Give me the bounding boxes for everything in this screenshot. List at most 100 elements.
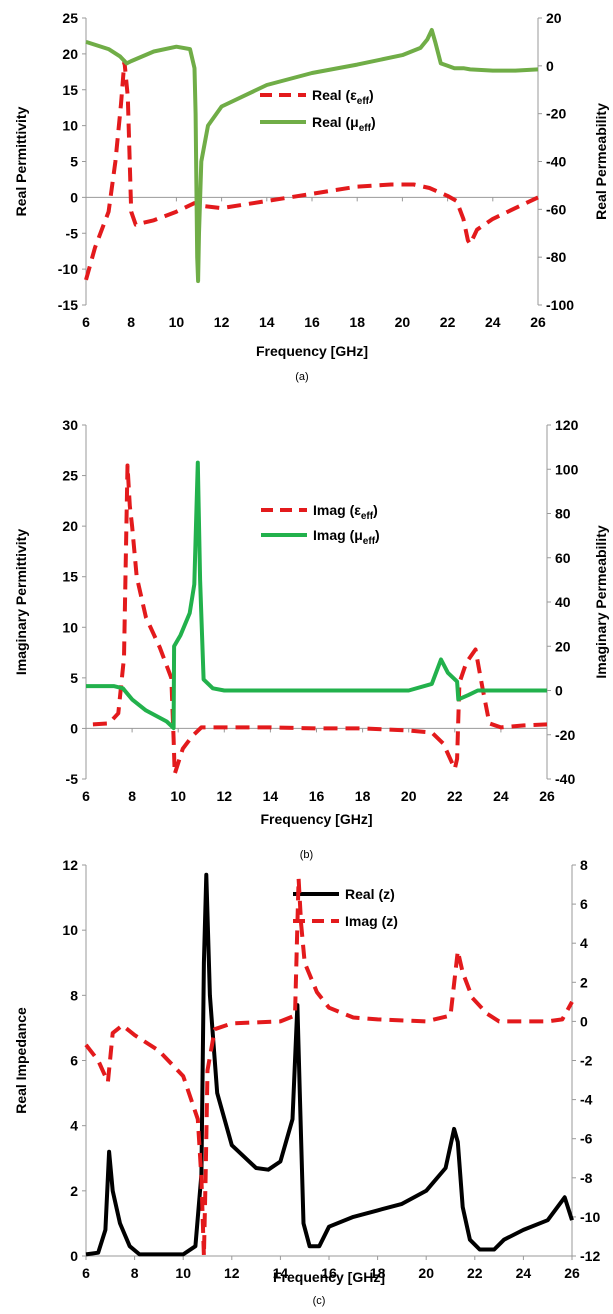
y-tick-label: 10 — [62, 922, 78, 938]
x-tick-label: 18 — [370, 1265, 386, 1281]
legend-label-1: Real (εeff) — [312, 87, 374, 107]
y-tick-label: 25 — [62, 468, 78, 484]
x-tick-label: 18 — [355, 788, 371, 804]
y-axis-title: Imaginary Permittivity — [13, 529, 29, 675]
panel-caption: (c) — [313, 1295, 326, 1307]
y2-tick-label: -4 — [580, 1092, 593, 1108]
y-tick-label: -10 — [58, 261, 78, 277]
y2-tick-label: 4 — [580, 935, 588, 951]
x-tick-label: 6 — [82, 1265, 90, 1281]
y2-tick-label: -8 — [580, 1170, 593, 1186]
x-tick-label: 10 — [169, 314, 185, 330]
x-tick-label: 20 — [395, 314, 411, 330]
x-tick-label: 24 — [485, 314, 501, 330]
series-line-2 — [85, 28, 539, 284]
x-tick-label: 20 — [401, 788, 417, 804]
y-tick-label: 15 — [62, 82, 78, 98]
x-tick-label: 20 — [418, 1265, 434, 1281]
x-tick-label: 12 — [224, 1265, 240, 1281]
legend-label-2: Imag (z) — [345, 913, 398, 929]
y-tick-label: 0 — [70, 720, 78, 736]
y2-tick-label: 80 — [555, 506, 571, 522]
y-axis-title: Real Impedance — [13, 1007, 29, 1114]
y2-tick-label: -20 — [546, 106, 566, 122]
y2-tick-label: 100 — [555, 461, 579, 477]
y2-tick-label: -80 — [546, 249, 566, 265]
y-tick-label: 6 — [70, 1053, 78, 1069]
y2-tick-label: 0 — [555, 683, 563, 699]
x-tick-label: 22 — [447, 788, 463, 804]
x-tick-label: 18 — [349, 314, 365, 330]
series-line-1 — [92, 463, 548, 776]
x-axis-title: Frequency [GHz] — [256, 343, 368, 359]
y-tick-label: 15 — [62, 569, 78, 585]
x-tick-label: 10 — [175, 1265, 191, 1281]
y2-tick-label: 60 — [555, 550, 571, 566]
x-tick-label: 6 — [82, 314, 90, 330]
y-axis-title: Real Permittivity — [13, 106, 29, 216]
chart-panel-1: -15 -10 -5 0 5 10 15 20 25 -100 -80 -60 -40 -20 0 20 6 8 1… — [13, 10, 609, 383]
x-tick-label: 8 — [127, 314, 135, 330]
y2-tick-label: -20 — [555, 727, 575, 743]
x-tick-label: 12 — [217, 788, 233, 804]
series-line-2 — [84, 876, 574, 1258]
y-tick-label: 10 — [62, 118, 78, 134]
x-tick-label: 22 — [440, 314, 456, 330]
y2-tick-label: -100 — [546, 297, 574, 313]
y2-tick-label: 0 — [580, 1013, 588, 1029]
y2-axis-title: Real Permeability — [593, 103, 609, 220]
x-tick-label: 14 — [273, 1265, 289, 1281]
y2-tick-label: -6 — [580, 1131, 593, 1147]
y2-tick-label: -40 — [546, 154, 566, 170]
y-tick-label: 5 — [70, 670, 78, 686]
y-tick-label: 5 — [70, 154, 78, 170]
y-tick-label: 2 — [70, 1183, 78, 1199]
x-tick-label: 16 — [321, 1265, 337, 1281]
x-tick-label: 26 — [530, 314, 546, 330]
y-tick-label: 20 — [62, 46, 78, 62]
y2-tick-label: 120 — [555, 417, 579, 433]
x-tick-label: 10 — [170, 788, 186, 804]
y2-tick-label: -10 — [580, 1209, 600, 1225]
y-tick-label: -15 — [58, 297, 78, 313]
x-tick-label: 16 — [304, 314, 320, 330]
x-tick-label: 26 — [539, 788, 555, 804]
x-tick-label: 6 — [82, 788, 90, 804]
y-tick-label: 12 — [62, 857, 78, 873]
y-tick-label: 0 — [70, 1248, 78, 1264]
x-tick-label: 26 — [564, 1265, 580, 1281]
x-axis-title: Frequency [GHz] — [260, 811, 372, 827]
y-tick-label: 25 — [62, 10, 78, 26]
series-line-1 — [85, 872, 574, 1257]
y-tick-label: 0 — [70, 189, 78, 205]
y2-tick-label: 2 — [580, 974, 588, 990]
y2-tick-label: -12 — [580, 1248, 600, 1264]
y-tick-label: -5 — [66, 225, 79, 241]
y2-tick-label: -60 — [546, 201, 566, 217]
x-tick-label: 12 — [214, 314, 230, 330]
y2-tick-label: 20 — [546, 10, 562, 26]
y-tick-label: 4 — [70, 1118, 78, 1134]
y2-tick-label: 8 — [580, 857, 588, 873]
y2-axis-title: Imaginary Permeability — [593, 525, 609, 679]
y2-tick-label: 0 — [546, 58, 554, 74]
y2-tick-label: 20 — [555, 638, 571, 654]
legend-label-2: Imag (μeff) — [313, 527, 380, 547]
x-tick-label: 14 — [259, 314, 275, 330]
legend-label-1: Real (z) — [345, 886, 395, 902]
x-tick-label: 8 — [128, 788, 136, 804]
legend-label-2: Real (μeff) — [312, 114, 376, 134]
x-tick-label: 14 — [263, 788, 279, 804]
x-tick-label: 22 — [467, 1265, 483, 1281]
y2-tick-label: 6 — [580, 896, 588, 912]
panel-caption: (b) — [300, 849, 313, 861]
y-tick-label: 8 — [70, 987, 78, 1003]
x-tick-label: 24 — [493, 788, 509, 804]
y-tick-label: 10 — [62, 619, 78, 635]
y2-tick-label: -40 — [555, 771, 575, 787]
y2-tick-label: -2 — [580, 1053, 593, 1069]
x-tick-label: 24 — [516, 1265, 532, 1281]
